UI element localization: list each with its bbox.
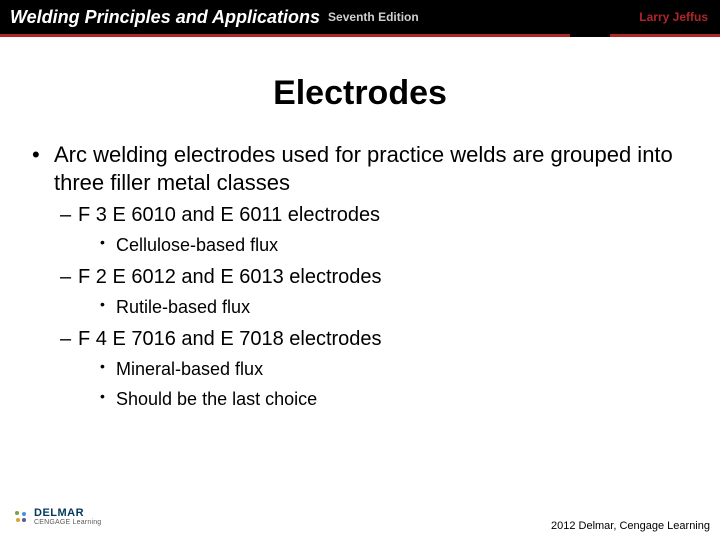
bullet-group-heading: F 2 E 6012 and E 6013 electrodes <box>32 264 692 291</box>
bullet-group-item: Rutile-based flux <box>32 295 692 320</box>
copyright-text: 2012 Delmar, Cengage Learning <box>551 520 710 532</box>
publisher-logo-text: DELMAR CENGAGE Learning <box>34 508 101 526</box>
book-title: Welding Principles and Applications <box>0 7 320 28</box>
logo-line-2: CENGAGE Learning <box>34 519 101 526</box>
logo-line-1: DELMAR <box>34 508 101 519</box>
bullet-group-item: Should be the last choice <box>32 387 692 412</box>
bullet-main: Arc welding electrodes used for practice… <box>32 141 692 196</box>
slide-title: Electrodes <box>0 74 720 113</box>
bullet-group-heading: F 4 E 7016 and E 7018 electrodes <box>32 326 692 353</box>
header-bar: Welding Principles and Applications Seve… <box>0 0 720 34</box>
bullet-group-heading: F 3 E 6010 and E 6011 electrodes <box>32 202 692 229</box>
book-edition: Seventh Edition <box>328 10 419 24</box>
delmar-logo-icon <box>12 508 30 526</box>
publisher-logo: DELMAR CENGAGE Learning <box>12 508 101 526</box>
bullet-group-item: Cellulose-based flux <box>32 233 692 258</box>
header-accent-dash <box>570 34 610 37</box>
slide-content: Arc welding electrodes used for practice… <box>0 141 720 412</box>
bullet-group-item: Mineral-based flux <box>32 357 692 382</box>
header-rule <box>0 34 720 37</box>
book-author: Larry Jeffus <box>639 10 708 24</box>
